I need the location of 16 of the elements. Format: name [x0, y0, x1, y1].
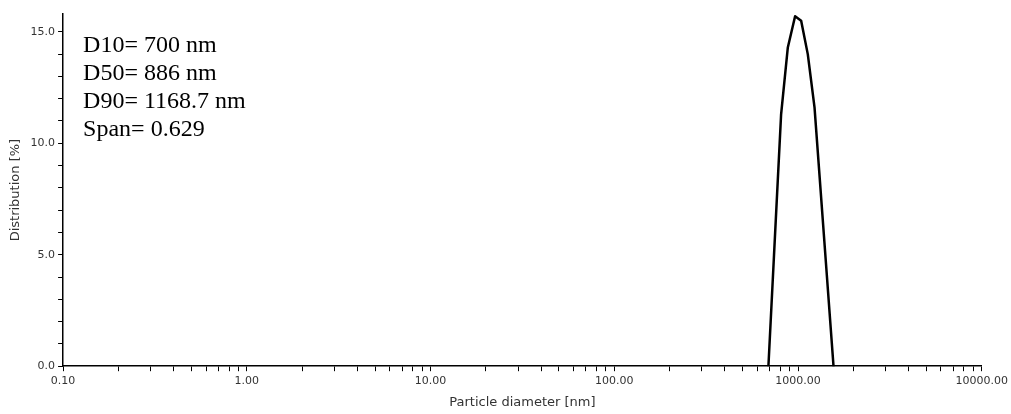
- annotation: D10= 700 nm: [83, 31, 217, 58]
- x-tick-label: 0.10: [50, 373, 76, 387]
- y-tick-label: 15.0: [30, 24, 56, 38]
- y-tick-label: 0.0: [37, 359, 56, 373]
- x-tick-label: 1.00: [234, 373, 260, 387]
- x-axis-title: Particle diameter [nm]: [449, 393, 596, 409]
- y-tick-label: 5.0: [37, 247, 56, 261]
- x-tick-label: 1000.00: [775, 373, 821, 387]
- x-tick-label: 100.00: [595, 373, 634, 387]
- annotation: D50= 886 nm: [83, 59, 217, 86]
- y-tick-label: 10.0: [30, 136, 56, 150]
- annotation: Span= 0.629: [83, 115, 205, 142]
- x-tick-label: 10.00: [414, 373, 447, 387]
- annotation: D90= 1168.7 nm: [83, 87, 247, 114]
- x-tick-label: 10000.00: [955, 373, 1009, 387]
- y-axis-title: Distribution [%]: [7, 138, 23, 242]
